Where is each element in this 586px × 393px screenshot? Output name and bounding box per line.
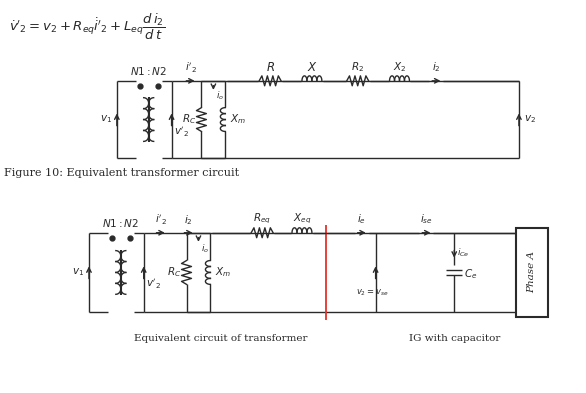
Text: $X_m$: $X_m$: [216, 266, 231, 279]
Text: $v'_2$: $v'_2$: [146, 277, 161, 292]
Text: $i_{se}$: $i_{se}$: [420, 212, 433, 226]
Text: $v'_2$: $v'_2$: [173, 124, 189, 139]
Text: $i_o$: $i_o$: [202, 242, 210, 255]
Text: IG with capacitor: IG with capacitor: [408, 334, 500, 343]
Text: $X_m$: $X_m$: [230, 113, 247, 127]
Text: Phase A: Phase A: [527, 252, 536, 294]
Text: $i_2$: $i_2$: [184, 213, 193, 227]
Text: $i_e$: $i_e$: [357, 212, 366, 226]
Text: $i_o$: $i_o$: [216, 90, 224, 102]
Text: $R_C$: $R_C$: [182, 113, 196, 127]
Text: $X_{eq}$: $X_{eq}$: [293, 211, 311, 226]
Text: $R_{eq}$: $R_{eq}$: [253, 211, 271, 226]
Text: $v_1$: $v_1$: [100, 114, 112, 125]
Text: $N1:N2$: $N1:N2$: [102, 217, 139, 229]
Text: $\dot{v}'_2=v_2+R_{eq}\dot{i}'_2+L_{eq}\dfrac{d\,i_2}{d\,t}$: $\dot{v}'_2=v_2+R_{eq}\dot{i}'_2+L_{eq}\…: [9, 11, 165, 42]
Text: $X_2$: $X_2$: [393, 60, 406, 74]
Text: $C_e$: $C_e$: [464, 268, 478, 281]
Text: $X$: $X$: [306, 61, 317, 74]
Text: $R_C$: $R_C$: [167, 266, 182, 279]
Text: $i_{Ce}$: $i_{Ce}$: [457, 246, 470, 259]
Text: $i'_2$: $i'_2$: [185, 61, 196, 75]
Text: $v_2=v_{se}$: $v_2=v_{se}$: [356, 287, 389, 298]
Text: $R_2$: $R_2$: [351, 60, 364, 74]
Text: Equivalent circuit of transformer: Equivalent circuit of transformer: [134, 334, 307, 343]
Text: $N1:N2$: $N1:N2$: [130, 65, 167, 77]
Text: $i_2$: $i_2$: [432, 60, 441, 74]
Text: $v_2$: $v_2$: [524, 114, 536, 125]
Text: $i'_2$: $i'_2$: [155, 213, 166, 227]
Text: $v_1$: $v_1$: [72, 266, 84, 278]
Text: $R$: $R$: [265, 61, 275, 74]
Text: Figure 10: Equivalent transformer circuit: Figure 10: Equivalent transformer circui…: [4, 168, 240, 178]
Bar: [516, 228, 548, 317]
